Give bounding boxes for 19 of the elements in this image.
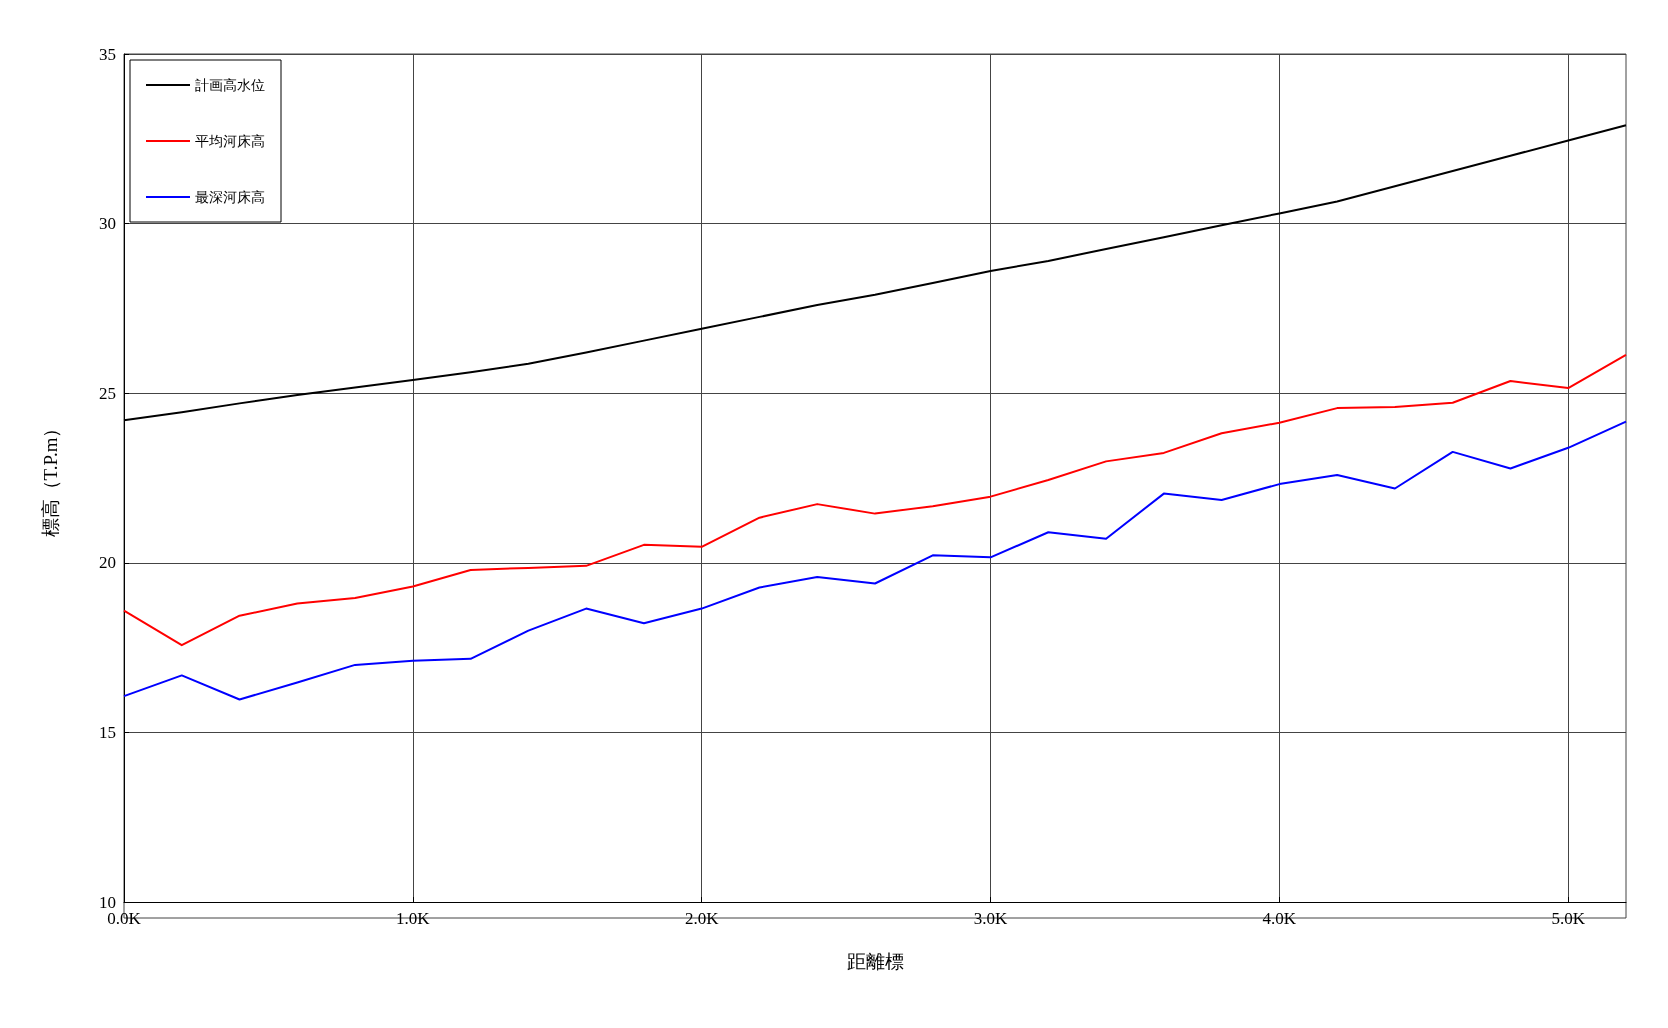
x-axis-title: 距離標 [846, 951, 904, 972]
line-series [123, 353, 1627, 647]
x-tick-label: 0.0K [107, 909, 142, 928]
y-axis-title: 標高（T.P.m） [40, 418, 61, 538]
y-tick-label: 35 [99, 44, 116, 64]
legend-label: 最深河床高 [195, 189, 265, 205]
x-tick-label: 1.0K [396, 909, 431, 928]
y-tick-label: 20 [99, 553, 116, 573]
y-tick-label: 15 [99, 722, 116, 742]
y-tick-label: 10 [99, 892, 116, 912]
x-tick-label: 3.0K [973, 909, 1009, 928]
legend-label: 計画高水位 [195, 77, 265, 93]
x-tick-label: 4.0K [1262, 909, 1297, 928]
y-tick-label: 25 [99, 383, 116, 403]
y-tick-label: 30 [99, 214, 116, 234]
legend-label: 平均河床高 [195, 133, 265, 149]
line-series [123, 420, 1627, 701]
x-tick-label: 2.0K [684, 909, 720, 928]
x-tick-label: 5.0K [1551, 909, 1586, 928]
